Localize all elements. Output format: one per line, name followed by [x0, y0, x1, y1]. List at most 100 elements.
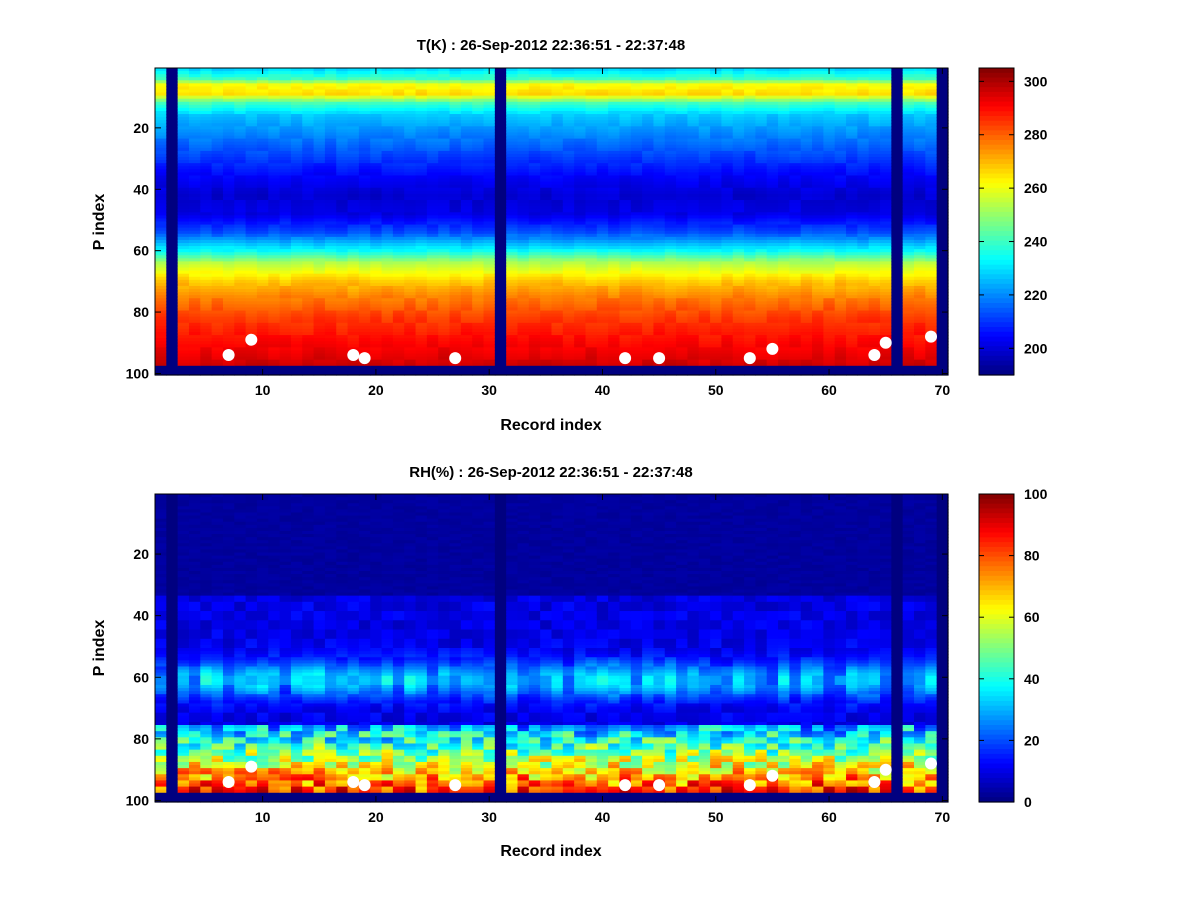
- heatmap-cell: [302, 264, 315, 269]
- heatmap-cell: [347, 276, 360, 281]
- heatmap-cell: [472, 344, 485, 348]
- heatmap-cell: [528, 261, 541, 266]
- heatmap-cell: [234, 144, 247, 149]
- heatmap-cell: [370, 120, 383, 124]
- heatmap-cell: [177, 120, 190, 124]
- heatmap-cell: [562, 356, 575, 361]
- heatmap-cell: [415, 249, 428, 253]
- heatmap-cell: [642, 193, 655, 198]
- heatmap-cell: [268, 107, 281, 112]
- heatmap-cell: [313, 239, 326, 244]
- heatmap-cell: [268, 132, 281, 137]
- heatmap-cell: [710, 190, 723, 195]
- heatmap-cell: [177, 267, 190, 272]
- heatmap-cell: [290, 184, 303, 189]
- heatmap-cell: [177, 74, 190, 78]
- heatmap-cell: [155, 196, 167, 201]
- heatmap-cell: [483, 101, 496, 106]
- heatmap-cell: [596, 335, 609, 339]
- heatmap-cell: [370, 209, 383, 213]
- heatmap-cell: [245, 68, 258, 72]
- heatmap-cell: [234, 178, 247, 183]
- heatmap-cell: [404, 242, 417, 247]
- heatmap-cell: [483, 353, 496, 358]
- heatmap-cell: [404, 206, 417, 210]
- heatmap-cell: [676, 117, 689, 121]
- heatmap-cell: [528, 347, 541, 352]
- heatmap-cell: [415, 252, 428, 256]
- heatmap-cell: [494, 101, 507, 106]
- heatmap-cell: [200, 166, 213, 170]
- heatmap-cell: [358, 92, 371, 97]
- heatmap-cell: [664, 77, 677, 81]
- heatmap-cell: [188, 282, 201, 287]
- heatmap-cell: [222, 166, 235, 170]
- heatmap-cell: [438, 282, 451, 287]
- heatmap-cell: [188, 341, 201, 345]
- heatmap-cell: [528, 89, 541, 94]
- heatmap-cell: [551, 95, 564, 100]
- heatmap-cell: [562, 212, 575, 216]
- heatmap-cell: [540, 117, 553, 121]
- heatmap-cell: [710, 227, 723, 232]
- heatmap-cell: [460, 181, 473, 186]
- heatmap-cell: [200, 203, 213, 207]
- heatmap-cell: [483, 341, 496, 345]
- heatmap-cell: [268, 258, 281, 263]
- heatmap-cell: [653, 368, 666, 373]
- heatmap-cell: [256, 169, 269, 173]
- heatmap-cell: [630, 295, 643, 299]
- heatmap-cell: [698, 347, 711, 352]
- heatmap-cell: [608, 224, 621, 229]
- heatmap-cell: [200, 341, 213, 345]
- heatmap-cell: [494, 190, 507, 195]
- heatmap-cell: [664, 135, 677, 140]
- heatmap-cell: [653, 282, 666, 287]
- heatmap-cell: [324, 169, 337, 173]
- heatmap-cell: [268, 276, 281, 281]
- heatmap-cell: [574, 129, 587, 134]
- heatmap-cell: [404, 203, 417, 207]
- heatmap-cell: [222, 138, 235, 143]
- heatmap-cell: [528, 282, 541, 287]
- heatmap-cell: [268, 246, 281, 250]
- heatmap-cell: [562, 144, 575, 149]
- heatmap-cell: [551, 172, 564, 177]
- heatmap-cell: [313, 255, 326, 259]
- heatmap-cell: [336, 332, 349, 336]
- heatmap-cell: [234, 68, 247, 72]
- heatmap-cell: [483, 255, 496, 259]
- heatmap-cell: [494, 353, 507, 358]
- heatmap-cell: [426, 114, 439, 118]
- heatmap-cell: [166, 258, 179, 263]
- heatmap-cell: [358, 141, 371, 146]
- heatmap-cell: [596, 328, 609, 333]
- heatmap-cell: [574, 215, 587, 220]
- heatmap-cell: [506, 289, 519, 293]
- heatmap-cell: [619, 289, 632, 293]
- heatmap-cell: [166, 218, 179, 223]
- heatmap-cell: [483, 285, 496, 290]
- heatmap-cell: [619, 98, 632, 103]
- heatmap-cell: [200, 196, 213, 201]
- heatmap-cell: [404, 322, 417, 327]
- heatmap-cell: [245, 83, 258, 88]
- heatmap-cell: [177, 114, 190, 118]
- heatmap-cell: [268, 114, 281, 118]
- heatmap-cell: [642, 353, 655, 358]
- heatmap-cell: [574, 153, 587, 158]
- heatmap-cell: [279, 316, 292, 321]
- heatmap-cell: [483, 190, 496, 195]
- heatmap-cell: [245, 200, 258, 204]
- heatmap-cell: [698, 242, 711, 247]
- heatmap-cell: [381, 212, 394, 216]
- heatmap-cell: [313, 335, 326, 339]
- heatmap-cell: [290, 267, 303, 272]
- heatmap-cell: [608, 160, 621, 164]
- heatmap-cell: [245, 270, 258, 275]
- heatmap-cell: [653, 273, 666, 278]
- heatmap-cell: [710, 335, 723, 339]
- heatmap-cell: [483, 129, 496, 134]
- heatmap-cell: [574, 206, 587, 210]
- heatmap-cell: [188, 123, 201, 127]
